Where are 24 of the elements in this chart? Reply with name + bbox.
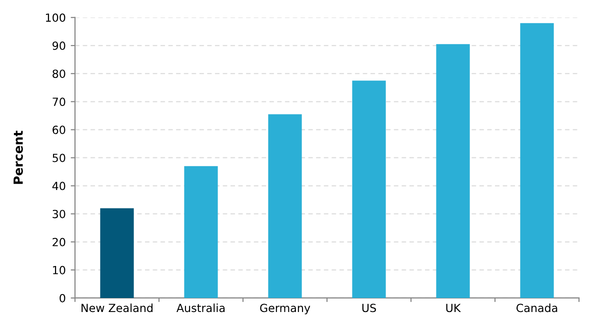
y-tick-label: 0	[60, 294, 66, 302]
x-tick-label: New Zealand	[82, 304, 152, 312]
x-tick-label: Germany	[260, 304, 310, 314]
y-tick-label: 100	[46, 13, 66, 22]
y-tick-label: 90	[52, 42, 66, 50]
x-tick-label: Australia	[176, 304, 225, 312]
y-tick-label: 60	[52, 126, 66, 134]
y-axis-title: Percent	[14, 130, 23, 184]
y-tick-label: 70	[52, 98, 66, 106]
bar	[520, 23, 554, 298]
y-tick-label: 80	[52, 70, 66, 78]
y-tick-label: 30	[52, 210, 66, 218]
x-tick-label: US	[362, 304, 376, 312]
y-tick-label: 10	[53, 266, 66, 274]
bar	[268, 114, 302, 298]
bar	[352, 80, 386, 298]
bar	[436, 44, 470, 298]
bar	[100, 208, 134, 298]
x-tick-label: UK	[446, 304, 461, 312]
bar	[184, 166, 218, 298]
x-tick-label: Canada	[516, 304, 558, 312]
y-tick-label: 50	[52, 154, 66, 162]
y-tick-label: 40	[52, 182, 66, 190]
y-tick-label: 20	[52, 238, 66, 246]
